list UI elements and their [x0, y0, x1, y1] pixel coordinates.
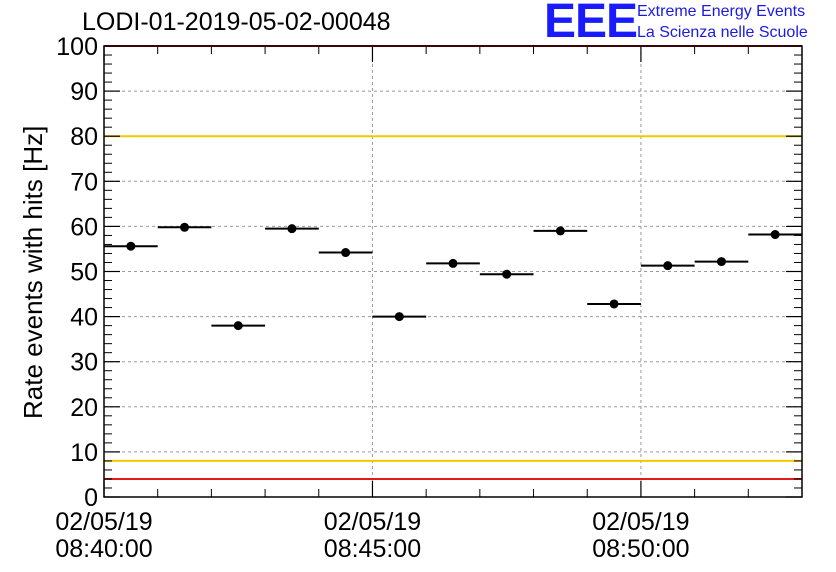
y-tick-label: 100: [56, 33, 98, 61]
chart-title: LODI-01-2019-05-02-00048: [82, 8, 391, 36]
eee-logo-mark: EEE: [544, 0, 638, 48]
data-point: [394, 312, 404, 322]
logo-subtitle-1: Extreme Energy Events: [637, 3, 806, 20]
grid-layer: [104, 46, 802, 497]
data-point: [555, 226, 565, 236]
y-axis-label: Rate events with hits [Hz]: [18, 125, 48, 419]
data-point: [287, 224, 297, 234]
data-point: [448, 258, 458, 268]
y-tick-label: 70: [70, 168, 98, 196]
x-tick-label-date: 02/05/19: [55, 508, 152, 536]
data-points-layer: [104, 222, 802, 331]
y-tick-label: 40: [70, 304, 98, 332]
y-tick-label: 80: [70, 123, 98, 151]
y-tick-label: 0: [84, 484, 98, 512]
data-point: [770, 230, 780, 240]
plot-frame: [103, 45, 803, 498]
data-point: [126, 241, 136, 251]
y-tick-label: 10: [70, 439, 98, 467]
data-point: [502, 269, 512, 279]
data-point: [233, 321, 243, 331]
y-tick-label: 30: [70, 349, 98, 377]
x-tick-label-time: 08:40:00: [55, 535, 152, 563]
tick-labels-layer: 010203040506070809010002/05/1908:40:0002…: [55, 33, 689, 563]
data-point: [341, 248, 351, 258]
data-point: [180, 222, 190, 232]
logo-subtitle-2: La Scienza nelle Scuole: [637, 24, 808, 41]
y-tick-label: 90: [70, 78, 98, 106]
y-tick-label: 50: [70, 259, 98, 287]
x-tick-label-time: 08:50:00: [592, 535, 689, 563]
x-tick-label-date: 02/05/19: [324, 508, 421, 536]
x-tick-label-time: 08:45:00: [324, 535, 421, 563]
y-tick-label: 20: [70, 394, 98, 422]
data-point: [663, 261, 673, 271]
x-tick-label-date: 02/05/19: [592, 508, 689, 536]
data-point: [609, 299, 619, 309]
y-tick-label: 60: [70, 213, 98, 241]
data-point: [716, 257, 726, 267]
